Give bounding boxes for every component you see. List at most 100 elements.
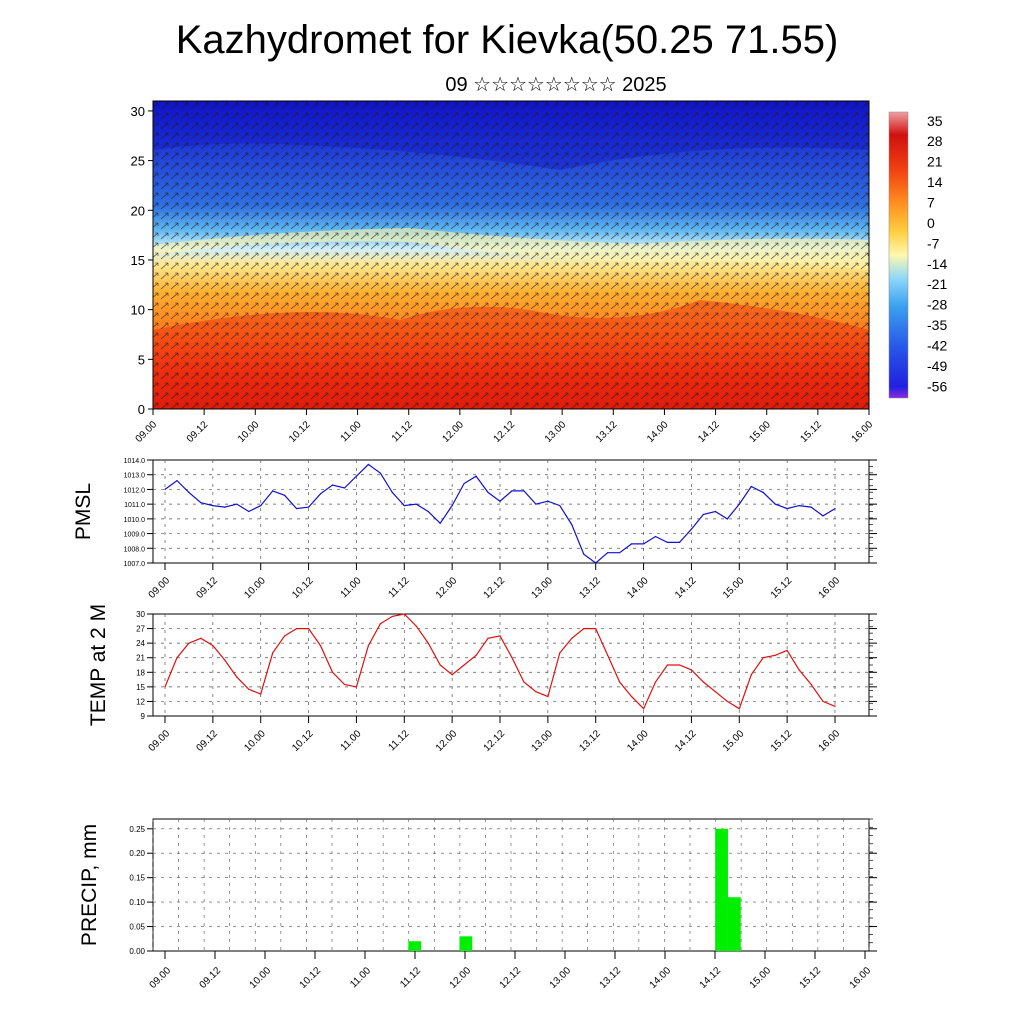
data-point [487,491,489,493]
y-tick-label: 0.25 [129,825,145,834]
colorbar-label: -56 [927,378,947,394]
data-point [499,635,501,637]
x-tick-label: 10.00 [242,728,268,754]
y-tick-label: 20 [131,203,145,218]
x-tick-label: 10.12 [290,575,316,601]
data-point [619,681,621,683]
data-point [487,637,489,639]
x-tick-label: 12.12 [498,965,524,991]
x-tick-label: 10.00 [248,965,274,991]
data-point [319,644,322,647]
precip-bar [727,897,741,951]
colorbar: 35 28 21 14 7 0 -7 -14 -21 -28 -35 -42 -49 -56 [888,111,947,399]
x-tick-label: 14.12 [698,965,724,991]
data-point [666,664,669,666]
colorbar-label: 35 [927,113,943,129]
data-point [415,503,417,505]
colorbar-label: -28 [927,297,947,313]
data-point [834,705,836,707]
plot-frame [152,459,870,564]
data-point [212,505,214,507]
colorbar-label: -14 [927,256,947,272]
x-tick-label: 16.00 [848,965,874,991]
heatmap-x-tick-label: 11.00 [339,419,364,444]
data-point [798,505,800,507]
x-tick-label: 16.00 [817,728,843,754]
x-tick-label: 15.12 [769,728,795,754]
data-point [319,493,322,495]
data-point [798,669,800,671]
x-tick-label: 12.12 [482,575,508,601]
y-tick-label: 1008.0 [124,546,146,553]
data-point [690,528,693,530]
y-tick-label: 24 [136,639,145,648]
x-tick-label: 11.00 [348,965,373,990]
data-point [367,463,369,466]
data-point [523,490,525,492]
data-point [391,491,393,493]
data-point [810,683,812,686]
data-point [188,491,190,493]
data-point [607,552,609,554]
colorbar-label: -42 [927,337,947,353]
y-tick-label: 0.00 [129,947,145,956]
x-tick-label: 14.00 [625,575,651,601]
heatmap-x-tick-label: 12.00 [441,419,467,445]
data-point [631,695,633,698]
data-point [451,505,453,507]
data-point [212,644,214,647]
x-tick-label: 15.00 [721,575,747,601]
x-tick-label: 13.12 [577,728,603,754]
data-point [176,657,178,659]
data-point [535,503,537,505]
data-point [702,513,704,516]
data-point [631,543,633,545]
heatmap-x-tick-label: 14.00 [645,419,671,445]
data-point [463,664,465,666]
data-point [511,490,513,492]
data-point [654,535,657,538]
heatmap-x-tick-label: 09.00 [134,419,160,445]
data-point [439,522,441,524]
colorbar-label: -49 [927,358,947,374]
x-tick-label: 12.00 [434,728,460,754]
data-point [379,623,381,625]
data-point [535,691,537,693]
data-point [595,627,597,630]
x-tick-label: 15.00 [748,965,774,991]
x-tick-label: 11.12 [398,965,423,990]
data-point [439,664,441,666]
x-tick-label: 11.12 [386,575,411,600]
data-point [511,657,513,659]
cross-section-panel: 0 5 10 15 20 25 30 09.00 09.12 10.00 10.12 11.00 11.… [131,100,875,445]
x-tick-label: 09.12 [195,728,221,754]
y-tick-label: 9 [141,712,146,721]
data-point [272,490,274,492]
data-point [463,482,465,485]
colorbar-label: 14 [927,174,943,190]
data-point [786,507,788,510]
data-point [571,637,573,639]
data-point [642,543,645,545]
data-point [331,671,334,673]
data-point [738,503,740,505]
data-point [547,500,549,502]
colorbar-label: 28 [927,133,943,149]
colorbar-label: -21 [927,276,947,292]
heatmap-x-tick-label: 12.12 [492,419,518,445]
y-tick-label: 1014.0 [124,458,146,465]
y-tick-label: 10 [131,303,145,318]
data-point [583,627,585,630]
data-point [355,475,358,477]
x-tick-label: 15.00 [721,728,747,754]
y-tick-label: 1009.0 [124,532,146,539]
heatmap-x-tick-label: 13.12 [594,419,620,445]
data-point [296,507,298,510]
data-point [248,510,250,513]
data-point [331,484,334,486]
data-point [583,553,585,555]
y-tick-label: 15 [131,253,145,268]
figure-subtitle: 09 ☆☆☆☆☆☆☆☆ 2025 [445,74,666,96]
data-point [343,487,346,489]
